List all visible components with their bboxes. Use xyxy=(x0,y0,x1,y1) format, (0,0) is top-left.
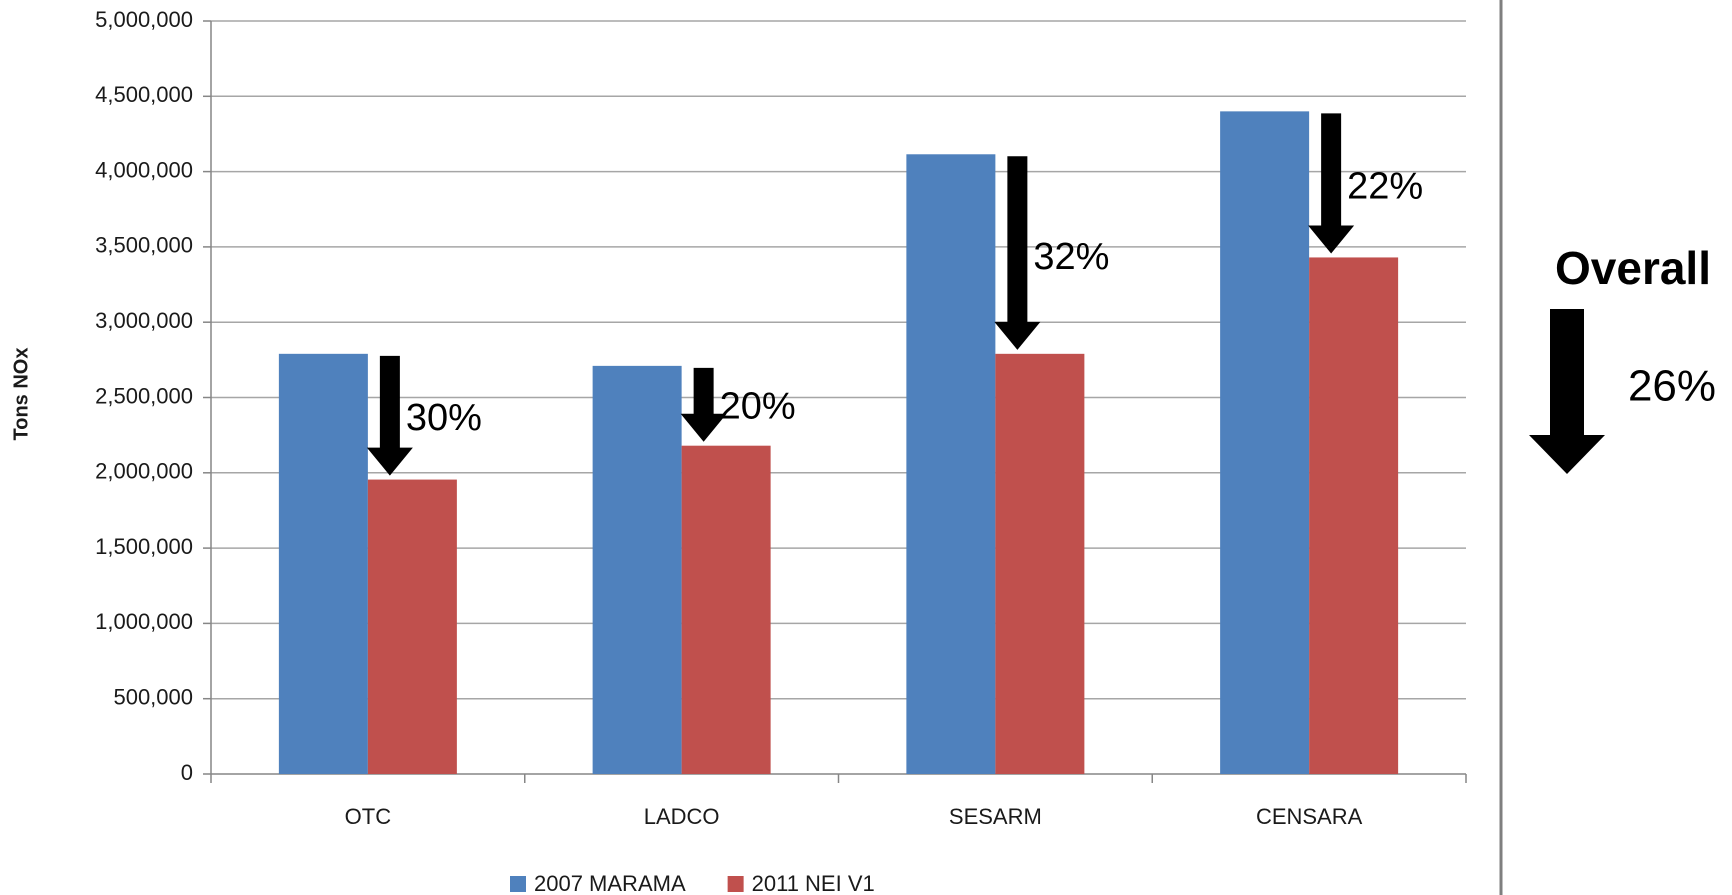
y-tick-label: 4,000,000 xyxy=(95,157,193,182)
y-axis-label: Tons NOx xyxy=(10,348,32,441)
reduction-arrow xyxy=(1308,113,1355,254)
overall-label: Overall xyxy=(1555,242,1711,294)
x-tick-label: CENSARA xyxy=(1256,804,1363,829)
overall-arrow xyxy=(1529,309,1605,474)
y-tick-label: 5,000,000 xyxy=(95,7,193,32)
reduction-arrow xyxy=(680,367,727,442)
bar xyxy=(1309,257,1399,774)
y-tick-label: 2,500,000 xyxy=(95,383,193,408)
x-tick-label: SESARM xyxy=(949,804,1042,829)
annotation: 20% xyxy=(720,385,796,427)
y-tick-label: 3,500,000 xyxy=(95,233,193,258)
legend-label: 2011 NEI V1 xyxy=(752,871,875,895)
reduction-arrow xyxy=(366,355,413,476)
bar xyxy=(278,353,368,774)
bar xyxy=(367,479,457,774)
bar xyxy=(592,365,682,774)
annotation: 30% xyxy=(406,397,482,439)
overall-value: 26% xyxy=(1628,362,1716,411)
annotation: 22% xyxy=(1347,165,1423,207)
annotation: 32% xyxy=(1033,236,1109,278)
legend-swatch xyxy=(510,876,526,892)
bar xyxy=(1220,111,1310,775)
reduction-arrow xyxy=(994,156,1041,350)
y-tick-label: 500,000 xyxy=(113,685,193,710)
y-tick-label: 4,500,000 xyxy=(95,82,193,107)
y-tick-label: 1,500,000 xyxy=(95,534,193,559)
bar xyxy=(681,445,771,774)
y-tick-label: 1,000,000 xyxy=(95,609,193,634)
y-tick-label: 2,000,000 xyxy=(95,459,193,484)
x-tick-label: LADCO xyxy=(644,804,720,829)
bar xyxy=(906,154,996,774)
x-tick-label: OTC xyxy=(345,804,392,829)
legend-label: 2007 MARAMA xyxy=(534,871,686,895)
y-tick-label: 3,000,000 xyxy=(95,308,193,333)
bar xyxy=(995,353,1085,774)
y-tick-label: 0 xyxy=(181,760,193,785)
legend-swatch xyxy=(727,876,744,892)
